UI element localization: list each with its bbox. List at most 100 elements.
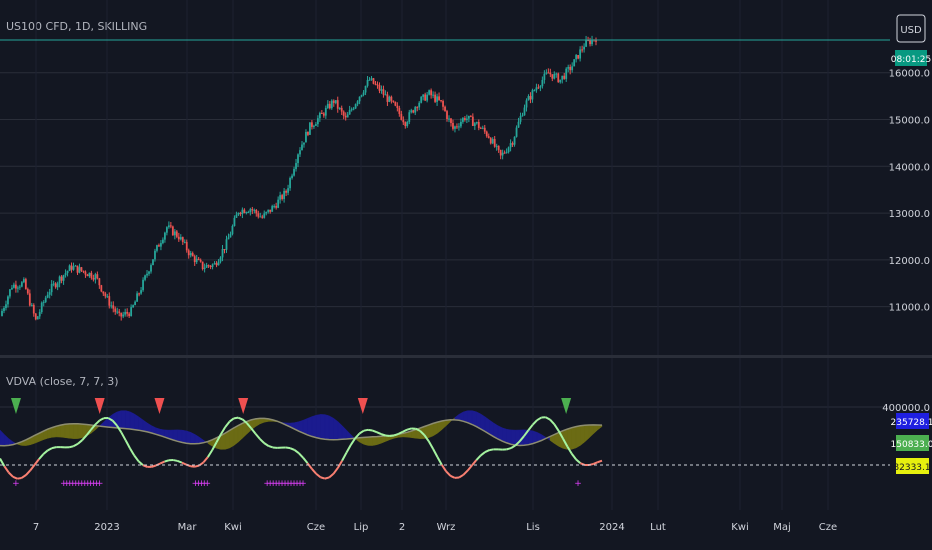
time-tick-label: Lis: [526, 522, 540, 533]
candle-body: [394, 101, 397, 106]
oscillator-band: [571, 426, 577, 450]
fast-line-segment: [17, 476, 22, 480]
currency-button-label[interactable]: USD: [900, 25, 922, 36]
candle-body: [509, 143, 512, 148]
fast-line-segment: [285, 446, 291, 450]
oscillator-band: [380, 435, 386, 444]
candle-body: [575, 55, 578, 60]
fast-line-segment: [298, 452, 304, 459]
oscillator-band: [437, 420, 443, 434]
candle-body: [130, 307, 133, 316]
candle-body: [322, 113, 325, 116]
slow-line: [0, 417, 603, 447]
fast-line-segment: [259, 438, 265, 444]
time-tick-label: Lut: [650, 522, 666, 533]
fast-line-segment: [7, 471, 14, 478]
candle-body: [386, 94, 389, 102]
fast-line-segment: [358, 429, 365, 435]
candle-body: [517, 121, 520, 128]
price-axis[interactable]: 11000.0 12000.0 13000.0 14000.0 15000.0 16000…: [882, 69, 930, 414]
candle-body: [495, 145, 498, 147]
candle-body: [314, 124, 317, 126]
candle-body: [559, 79, 562, 83]
candle-body: [128, 313, 131, 316]
fast-line-segment: [73, 442, 79, 448]
candle-body: [316, 118, 319, 125]
candle-body: [162, 239, 164, 244]
candle-body: [442, 101, 444, 107]
candle-body: [358, 96, 361, 102]
fast-line-segment: [480, 451, 486, 457]
time-tick-label: Kwi: [731, 522, 749, 533]
candle-body: [219, 257, 222, 262]
plus-marker: +: [296, 479, 304, 489]
candle-body: [485, 131, 488, 137]
candle-body: [205, 265, 208, 268]
oscillator-band: [597, 424, 603, 431]
fast-line-segment: [575, 458, 582, 464]
fast-line-segment: [81, 434, 88, 441]
candle-body: [412, 110, 415, 113]
oscillator-band: [575, 425, 581, 449]
candle-body: [44, 297, 47, 302]
value-tag-yellow: [896, 458, 929, 474]
candle-body: [20, 282, 23, 287]
candle-body: [583, 46, 585, 50]
candle-body: [239, 212, 242, 215]
candle-body: [547, 72, 550, 74]
candle-body: [76, 265, 79, 273]
oscillator-band: [580, 424, 585, 446]
candle-body: [90, 272, 93, 278]
fast-line-segment: [592, 461, 599, 465]
candle-body: [134, 301, 137, 306]
candle-body: [585, 39, 587, 47]
candle-body: [334, 100, 337, 103]
candle-body: [477, 122, 480, 128]
oscillator-band: [134, 413, 139, 431]
candle-body: [50, 283, 53, 293]
time-tick-label: Kwi: [224, 522, 242, 533]
fast-line-segment: [116, 424, 123, 433]
time-tick-label: Cze: [819, 522, 837, 533]
candle-body: [86, 274, 89, 277]
fast-line-segment: [306, 462, 313, 470]
fast-line-segment: [531, 419, 538, 426]
time-axis[interactable]: 7 2023 Mar Kwi Cze Lip 2 Wrz Lis 2024 Lut Kwi Maj Cze: [33, 522, 837, 533]
candle-body: [281, 195, 284, 199]
candle-body: [207, 265, 210, 267]
pane-separator[interactable]: [0, 355, 932, 358]
candle-body: [428, 90, 431, 95]
candle-body: [42, 301, 45, 303]
fast-line-segment: [320, 476, 326, 480]
candle-body: [247, 212, 250, 214]
fast-line-segment: [536, 416, 542, 422]
fast-line-segment: [545, 416, 551, 421]
oscillator-band: [138, 416, 144, 432]
fast-line-segment: [549, 418, 556, 425]
candle-body: [454, 126, 456, 129]
fast-line-segment: [246, 422, 252, 429]
candle-body: [152, 259, 154, 266]
candle-body: [493, 139, 496, 147]
green-signal-triangle: [561, 398, 572, 414]
candle-body: [491, 139, 494, 144]
candle-body: [378, 85, 381, 91]
candle-body: [483, 127, 486, 132]
value-tag-blue: [896, 413, 929, 429]
candle-body: [58, 276, 61, 284]
fast-line-segment: [302, 457, 309, 464]
fast-line-segment: [484, 449, 490, 453]
currency-button[interactable]: [896, 14, 926, 43]
oscillator-band: [584, 424, 590, 443]
candle-body: [259, 216, 262, 218]
candle-body: [102, 291, 105, 294]
fast-line-segment: [233, 416, 239, 420]
candle-body: [18, 286, 21, 288]
candle-body: [336, 100, 339, 109]
candle-body: [231, 225, 234, 235]
candle-body: [177, 236, 180, 240]
candle-body: [165, 227, 168, 233]
candle-body: [235, 214, 238, 218]
candle-body: [217, 261, 220, 266]
